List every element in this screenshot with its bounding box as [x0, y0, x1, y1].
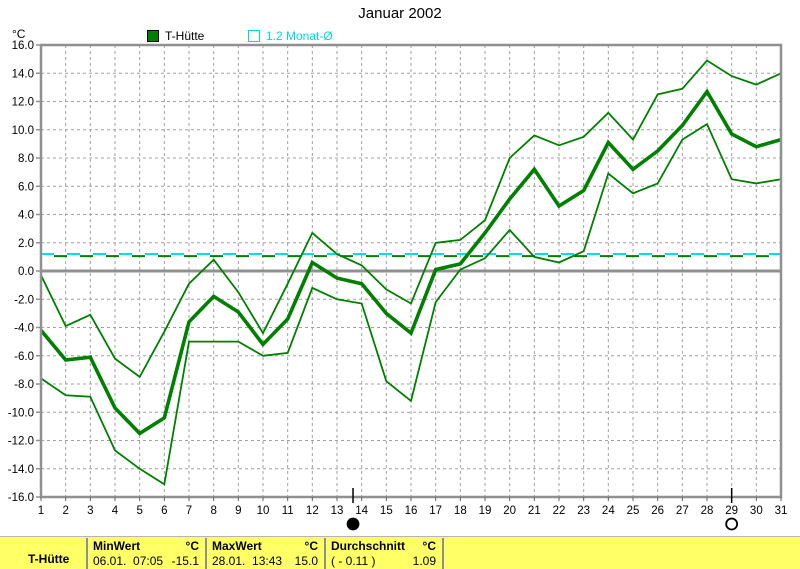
svg-text:31: 31 [775, 505, 788, 517]
legend-label: T-Hütte [165, 29, 205, 43]
average-reference-lines [41, 253, 781, 258]
temperature-series [39, 59, 782, 486]
svg-text:4: 4 [112, 505, 119, 517]
new-moon-icon [346, 517, 360, 531]
minwert-header: MinWert [93, 539, 141, 553]
series-line [39, 88, 782, 436]
full-moon-icon [725, 517, 739, 531]
durchschnitt-unit: °C [422, 539, 436, 553]
svg-text:-8.0: -8.0 [14, 379, 34, 391]
station-cell: T-Hütte [0, 538, 86, 569]
temperature-line-chart: 16.0 14.0 12.0 10.0 8.0 6.0 4.0 2.0 0.0 -2.0 -4.0 -… [8, 40, 788, 531]
svg-text:12: 12 [306, 505, 319, 517]
svg-text:8.0: 8.0 [18, 153, 34, 165]
svg-text:2.0: 2.0 [18, 238, 34, 250]
svg-text:21: 21 [528, 505, 541, 517]
svg-text:10: 10 [257, 505, 270, 517]
separator [205, 538, 207, 569]
status-bar: T-Hütte MinWert °C 06.01. 07:05 -15.1 Ma… [0, 536, 800, 569]
svg-text:23: 23 [577, 505, 590, 517]
minwert-unit: °C [185, 539, 199, 553]
svg-text:4.0: 4.0 [18, 210, 34, 222]
svg-text:28: 28 [701, 505, 714, 517]
legend-label: 1.2 Monat-Ø [266, 29, 333, 43]
svg-text:2: 2 [62, 505, 68, 517]
svg-text:-4.0: -4.0 [14, 323, 34, 335]
durchschnitt-value: 1.09 [412, 554, 436, 568]
separator [86, 538, 88, 569]
minwert-datetime: 06.01. 07:05 [93, 554, 164, 568]
x-axis-ticks-and-labels: 1 2 3 4 5 6 7 8 9 10 11 12 13 14 15 16 17 18 19 20 21 22 23 24 2… [38, 497, 788, 517]
svg-text:18: 18 [454, 505, 467, 517]
svg-text:22: 22 [553, 505, 566, 517]
svg-text:5: 5 [136, 505, 142, 517]
series-line [40, 122, 782, 486]
svg-text:14.0: 14.0 [12, 68, 34, 80]
svg-text:17: 17 [429, 505, 442, 517]
svg-text:6: 6 [161, 505, 167, 517]
svg-text:27: 27 [676, 505, 689, 517]
maxwert-value: 15.0 [294, 554, 318, 568]
svg-text:20: 20 [503, 505, 516, 517]
svg-text:25: 25 [627, 505, 640, 517]
svg-text:16.0: 16.0 [12, 40, 34, 52]
moon-phase-markers [346, 488, 739, 531]
svg-text:15: 15 [380, 505, 393, 517]
series-line [40, 59, 782, 379]
svg-text:-2.0: -2.0 [14, 294, 34, 306]
y-axis-unit-label: °C [12, 27, 26, 41]
open-square-swatch-icon [248, 30, 260, 42]
svg-text:11: 11 [282, 505, 294, 517]
station-name: T-Hütte [28, 552, 70, 566]
legend-item-t-huette: T-Hütte [147, 29, 204, 43]
maxwert-datetime: 28.01. 13:43 [212, 554, 283, 568]
legend-item-monat-avg: 1.2 Monat-Ø [248, 29, 333, 43]
chart-title: Januar 2002 [358, 5, 442, 22]
svg-text:14: 14 [355, 505, 368, 517]
svg-text:12.0: 12.0 [12, 97, 34, 109]
svg-text:-12.0: -12.0 [8, 436, 34, 448]
svg-text:-10.0: -10.0 [8, 407, 34, 419]
svg-text:9: 9 [235, 505, 241, 517]
svg-text:-16.0: -16.0 [8, 492, 34, 504]
svg-text:1: 1 [38, 505, 44, 517]
svg-text:-14.0: -14.0 [8, 464, 34, 476]
svg-text:7: 7 [186, 505, 192, 517]
minwert-value: -15.1 [171, 554, 199, 568]
svg-text:0.0: 0.0 [18, 266, 34, 278]
svg-text:29: 29 [725, 505, 738, 517]
durchschnitt-header: Durchschnitt [331, 539, 406, 553]
separator [324, 538, 326, 569]
maxwert-header: MaxWert [212, 539, 262, 553]
maxwert-cell: MaxWert °C 28.01. 13:43 15.0 [207, 538, 324, 569]
separator [442, 538, 444, 569]
minwert-cell: MinWert °C 06.01. 07:05 -15.1 [88, 538, 205, 569]
y-axis-ticks-and-labels: 16.0 14.0 12.0 10.0 8.0 6.0 4.0 2.0 0.0 -2.0 -4.0 -… [8, 40, 41, 504]
svg-text:30: 30 [750, 505, 763, 517]
svg-text:19: 19 [479, 505, 492, 517]
svg-text:6.0: 6.0 [18, 181, 34, 193]
durchschnitt-trend: ( - 0.11 ) [331, 554, 376, 568]
svg-text:26: 26 [651, 505, 664, 517]
durchschnitt-cell: Durchschnitt °C ( - 0.11 ) 1.09 [326, 538, 442, 569]
svg-text:8: 8 [210, 505, 216, 517]
svg-text:13: 13 [331, 505, 344, 517]
filled-square-swatch-icon [147, 30, 159, 42]
svg-text:-6.0: -6.0 [14, 351, 34, 363]
svg-text:3: 3 [87, 505, 93, 517]
svg-text:16: 16 [405, 505, 418, 517]
svg-text:10.0: 10.0 [12, 125, 34, 137]
maxwert-unit: °C [304, 539, 318, 553]
svg-text:24: 24 [602, 505, 615, 517]
